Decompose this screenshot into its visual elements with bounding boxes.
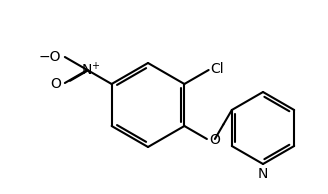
Text: Cl: Cl <box>211 62 224 76</box>
Text: O: O <box>209 133 220 147</box>
Text: N: N <box>258 167 268 181</box>
Text: +: + <box>92 61 99 71</box>
Text: O: O <box>50 77 61 91</box>
Text: N: N <box>81 63 92 77</box>
Text: −O: −O <box>38 50 61 64</box>
